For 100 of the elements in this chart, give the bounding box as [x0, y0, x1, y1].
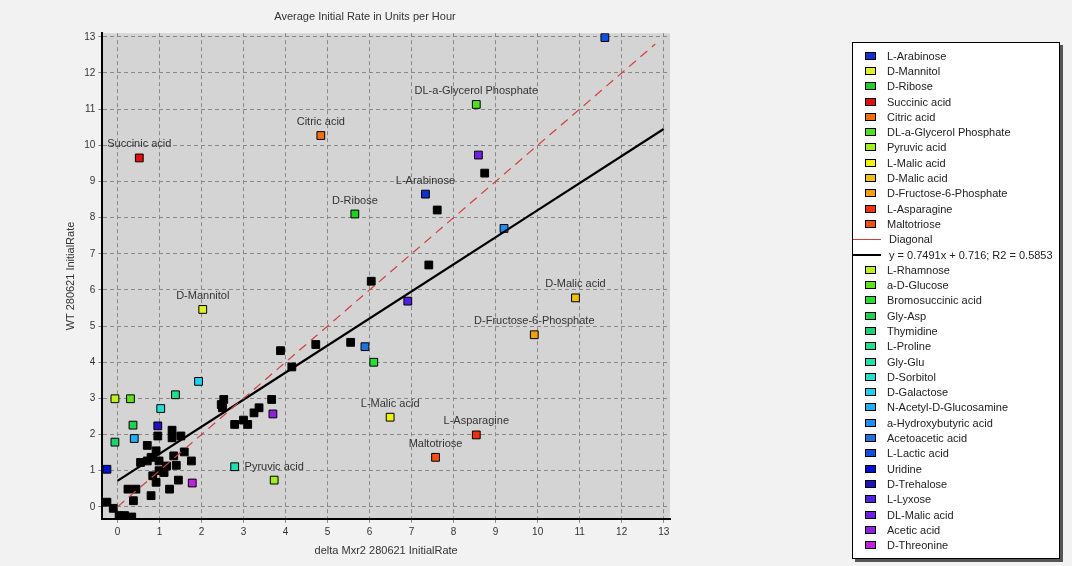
y-tick-label: 7	[89, 247, 96, 259]
legend-label: D-Threonine	[887, 539, 949, 552]
point	[268, 409, 278, 419]
point	[471, 430, 481, 440]
legend-label: Pyruvic acid	[887, 141, 947, 154]
y-tick-label: 0	[89, 500, 96, 512]
x-tick-label: 12	[616, 525, 628, 537]
annotation: Pyruvic acid	[244, 459, 304, 472]
legend-label: D-Malic acid	[887, 172, 948, 185]
x-tick-label: 8	[450, 525, 457, 537]
point	[276, 346, 285, 356]
annotation: D-Mannitol	[176, 288, 230, 301]
legend-label: L-Arabinose	[887, 49, 947, 62]
point	[432, 205, 442, 215]
y-tick-label: 11	[84, 102, 96, 114]
point	[346, 337, 356, 347]
chart-title: Average Initial Rate in Units per Hour	[274, 9, 457, 22]
y-tick-label: 6	[89, 283, 96, 295]
annotation: D-Malic acid	[545, 277, 606, 290]
annotation: Maltotriose	[408, 436, 463, 449]
x-tick-label: 9	[492, 525, 499, 537]
point	[128, 420, 138, 430]
legend-label: Succinic acid	[887, 95, 952, 108]
point	[179, 447, 189, 457]
legend-label: DL-a-Glycerol Phosphate	[887, 126, 1011, 139]
point	[142, 441, 152, 450]
legend-label: D-Ribose	[887, 80, 933, 93]
point	[369, 357, 379, 367]
point	[153, 431, 163, 441]
legend-label: D-Mannitol	[887, 64, 941, 77]
annotation: L-Malic acid	[360, 396, 420, 409]
legend-label: Maltotriose	[887, 217, 941, 230]
y-tick-label: 13	[84, 30, 96, 42]
point	[171, 460, 181, 470]
x-tick-label: 2	[198, 525, 205, 537]
point	[153, 421, 163, 431]
legend-label: a-D-Glucose	[887, 279, 949, 292]
point	[146, 491, 156, 501]
point	[173, 475, 183, 485]
annotation: DL-a-Glycerol Phosphate	[414, 83, 539, 96]
legend-label: Diagonal	[889, 233, 933, 246]
annotation: Citric acid	[296, 115, 345, 128]
point	[108, 503, 118, 513]
point	[102, 464, 112, 474]
point	[360, 342, 370, 352]
x-axis-title: delta Mxr2 280621 InitialRate	[314, 544, 458, 557]
point	[123, 484, 133, 494]
point	[243, 420, 253, 429]
y-tick-label: 5	[89, 319, 96, 331]
point	[471, 100, 481, 109]
point	[230, 462, 240, 472]
point	[421, 189, 430, 199]
legend-label: L-Lyxose	[887, 493, 932, 506]
legend-label: Uridine	[887, 462, 922, 475]
point	[480, 168, 490, 178]
annotation: Succinic acid	[107, 137, 172, 150]
point	[311, 340, 321, 349]
point	[110, 437, 120, 447]
point	[218, 403, 227, 413]
legend-label: D-Trehalose	[887, 477, 948, 490]
point	[194, 377, 203, 386]
point	[165, 484, 174, 494]
x-tick-label: 1	[156, 525, 163, 537]
x-tick-label: 0	[114, 525, 121, 537]
point	[151, 477, 161, 487]
annotation: L-Arabinose	[395, 173, 456, 186]
y-tick-label: 12	[84, 66, 96, 78]
legend-label: Acetic acid	[887, 523, 941, 536]
legend-label: Gly-Asp	[887, 309, 927, 322]
legend-label: L-Malic acid	[887, 156, 946, 169]
point	[187, 456, 196, 466]
point	[114, 511, 124, 519]
point	[129, 496, 138, 506]
legend-label: N-Acetyl-D-Glucosamine	[887, 401, 1009, 414]
point	[424, 260, 434, 270]
point	[154, 456, 164, 466]
y-axis-title: WT 280621 InitialRate	[63, 221, 76, 331]
point	[134, 153, 144, 163]
point	[198, 305, 208, 314]
x-tick-label: 3	[240, 525, 247, 537]
point	[110, 394, 120, 404]
legend-label: L-Proline	[887, 340, 932, 353]
point	[126, 394, 135, 404]
x-tick-label: 10	[532, 525, 544, 537]
point	[230, 420, 240, 429]
point	[129, 434, 139, 443]
y-tick-label: 2	[89, 428, 96, 440]
y-tick-label: 3	[89, 392, 96, 404]
point	[267, 395, 277, 404]
legend-label: L-Rhamnose	[887, 263, 950, 276]
point	[249, 408, 259, 418]
annotation: L-Asparagine	[443, 414, 510, 427]
legend-label: Thymidine	[887, 324, 938, 337]
point	[350, 209, 360, 219]
legend-label: Acetoacetic acid	[887, 432, 968, 445]
x-tick-label: 4	[282, 525, 289, 537]
y-tick-label: 4	[89, 355, 96, 367]
y-tick-label: 1	[89, 464, 96, 476]
point	[529, 330, 539, 340]
x-tick-label: 7	[408, 525, 415, 537]
